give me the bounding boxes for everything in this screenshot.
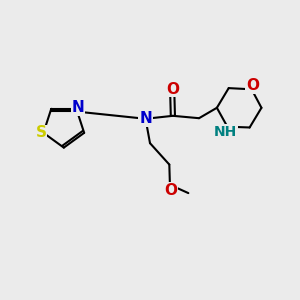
Text: N: N (139, 111, 152, 126)
Text: N: N (71, 100, 84, 115)
Text: O: O (246, 78, 259, 93)
Text: NH: NH (214, 125, 238, 139)
Text: O: O (166, 82, 179, 97)
Text: O: O (164, 183, 177, 198)
Text: S: S (36, 125, 46, 140)
